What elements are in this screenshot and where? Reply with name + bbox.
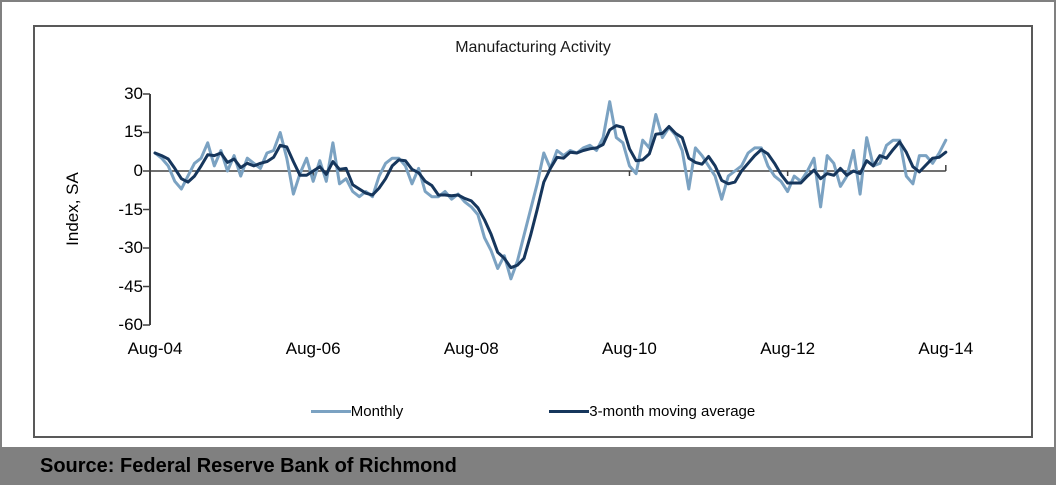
x-tick-label: Aug-14: [918, 339, 974, 358]
y-tick-label: -45: [118, 276, 143, 296]
legend-item-monthly: Monthly: [310, 402, 404, 420]
moving-average-line-swatch: [549, 409, 590, 413]
y-tick-label: -30: [118, 238, 143, 257]
y-tick-label: -15: [118, 199, 143, 219]
legend-label-moving-average: 3-month moving average: [589, 402, 756, 420]
source-bar: Source: Federal Reserve Bank of Richmond: [2, 447, 1054, 483]
y-tick-label: 30: [124, 83, 143, 103]
y-axis-title: Index, SA: [63, 172, 82, 246]
legend-label-monthly: Monthly: [350, 402, 404, 420]
y-tick-label: -60: [118, 315, 143, 335]
y-tick-label: 0: [133, 161, 143, 180]
chart-frame: [33, 25, 1033, 438]
x-tick-label: Aug-12: [760, 339, 816, 358]
x-tick-label: Aug-08: [443, 339, 499, 358]
source-text: Source: Federal Reserve Bank of Richmond: [40, 454, 457, 477]
monthly-line-swatch: [310, 409, 351, 413]
legend: Monthly 3-month moving average: [33, 398, 1033, 424]
x-tick-label: Aug-06: [285, 339, 341, 358]
y-tick-label: 15: [124, 122, 143, 142]
chart-title: Manufacturing Activity: [455, 39, 611, 56]
x-tick-label: Aug-10: [602, 339, 657, 358]
legend-item-moving-average: 3-month moving average: [549, 403, 755, 420]
x-tick-label: Aug-04: [127, 339, 183, 358]
